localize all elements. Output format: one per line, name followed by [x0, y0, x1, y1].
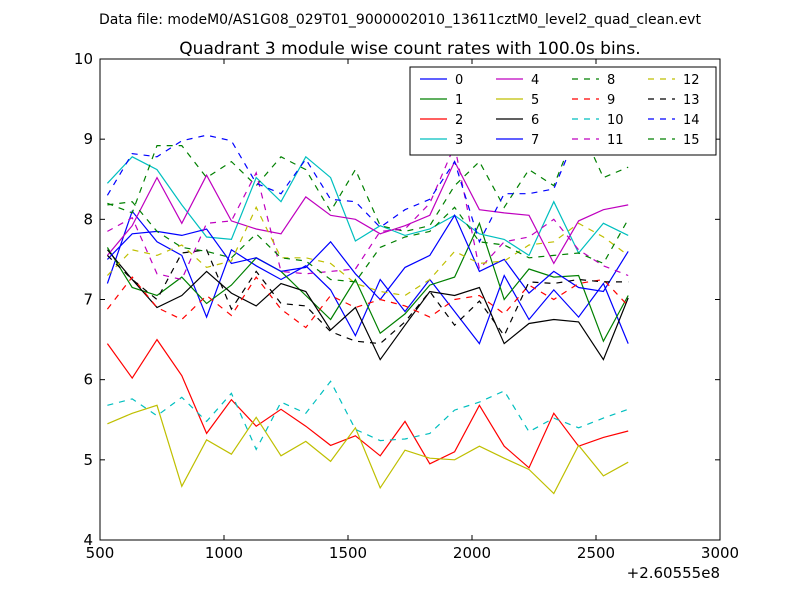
legend-label-7: 7: [531, 133, 539, 148]
series-line-8: [107, 121, 629, 233]
chart-title: Quadrant 3 module wise count rates with …: [179, 39, 640, 59]
x-tick-label: 2500: [577, 544, 615, 562]
series-line-15: [107, 201, 629, 283]
x-tick-label: 3000: [701, 544, 739, 562]
series-line-3: [106, 155, 629, 257]
x-tick-label: 1500: [329, 544, 367, 562]
y-tick-label: 7: [83, 291, 93, 309]
series-line-4: [106, 160, 629, 265]
legend-label-4: 4: [531, 73, 539, 88]
legend-label-3: 3: [455, 133, 463, 148]
legend-label-10: 10: [607, 113, 624, 128]
x-offset-label: +2.60555e8: [627, 564, 720, 582]
legend-label-2: 2: [455, 113, 463, 128]
x-tick-label: 2000: [453, 544, 491, 562]
legend-label-1: 1: [455, 93, 463, 108]
series-line-11: [107, 143, 629, 281]
y-tick-label: 4: [83, 531, 93, 549]
y-tick-label: 10: [74, 50, 93, 68]
series-line-1: [106, 221, 629, 343]
y-tick-label: 9: [83, 130, 93, 148]
x-tick-label: 1000: [205, 544, 243, 562]
series-line-12: [106, 205, 629, 297]
legend-label-0: 0: [455, 73, 463, 88]
series-line-6: [106, 249, 629, 361]
series-line-5: [107, 404, 629, 495]
y-tick-label: 5: [83, 451, 93, 469]
legend-label-11: 11: [607, 133, 624, 148]
x-tick-label: 500: [86, 544, 115, 562]
series-line-2: [106, 338, 629, 469]
series-line-10: [107, 380, 629, 451]
legend-label-13: 13: [683, 93, 700, 108]
legend-label-9: 9: [607, 93, 615, 108]
series-line-14: [106, 114, 629, 244]
legend-label-12: 12: [683, 73, 700, 88]
legend-label-6: 6: [531, 113, 539, 128]
legend-label-5: 5: [531, 93, 539, 108]
series-layer: [106, 114, 629, 495]
y-tick-label: 8: [83, 210, 93, 228]
series-line-0: [106, 210, 629, 345]
chart-suptitle: Data file: modeM0/AS1G08_029T01_90000020…: [99, 12, 701, 28]
legend-label-8: 8: [607, 73, 615, 88]
series-line-7: [106, 214, 629, 301]
legend-label-15: 15: [683, 133, 700, 148]
legend-frame: [409, 66, 717, 156]
legend-label-14: 14: [683, 113, 700, 128]
series-line-9: [106, 276, 629, 329]
y-tick-label: 6: [83, 371, 93, 389]
